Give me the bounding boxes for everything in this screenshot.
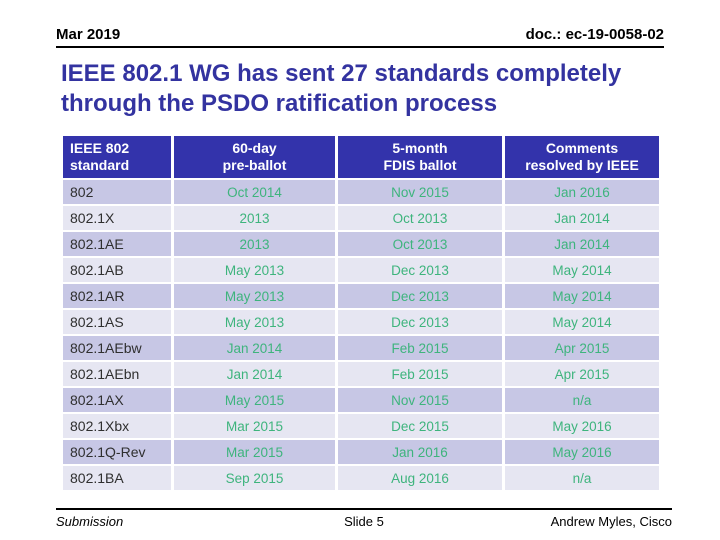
header-date: Mar 2019 xyxy=(56,26,121,43)
date-cell: Oct 2013 xyxy=(338,206,502,230)
date-cell: 2013 xyxy=(174,232,335,256)
table-row: 802.1AB May 2013 Dec 2013 May 2014 xyxy=(63,258,659,282)
table-row: 802.1AEbn Jan 2014 Feb 2015 Apr 2015 xyxy=(63,362,659,386)
date-cell: Jan 2014 xyxy=(505,206,659,230)
standard-name-cell: 802.1Q-Rev xyxy=(63,440,171,464)
date-cell: May 2015 xyxy=(174,388,335,412)
date-cell: Mar 2015 xyxy=(174,440,335,464)
standard-name-cell: 802.1AB xyxy=(63,258,171,282)
date-cell: n/a xyxy=(505,388,659,412)
date-cell: Feb 2015 xyxy=(338,362,502,386)
table-head: IEEE 802 standard 60-day pre-ballot 5-mont… xyxy=(63,136,659,178)
table-row: 802.1AE 2013 Oct 2013 Jan 2014 xyxy=(63,232,659,256)
table-row: 802.1Xbx Mar 2015 Dec 2015 May 2016 xyxy=(63,414,659,438)
slide-title-line-1: IEEE 802.1 WG has sent 27 standards comp… xyxy=(61,60,622,87)
table-row: 802.1BA Sep 2015 Aug 2016 n/a xyxy=(63,466,659,490)
column-header-1: 60-day pre-ballot xyxy=(174,136,335,178)
footer-submission: Submission xyxy=(56,514,124,529)
table-header-row: IEEE 802 standard 60-day pre-ballot 5-mont… xyxy=(63,136,659,178)
standard-name-cell: 802.1AR xyxy=(63,284,171,308)
table-body: 802 Oct 2014 Nov 2015 Jan 2016 802.1X 2013 Oct… xyxy=(63,180,659,490)
standard-name-cell: 802.1AE xyxy=(63,232,171,256)
slide-header: Mar 2019 doc.: ec-19-0058-02 xyxy=(56,26,664,48)
standard-name-cell: 802.1AEbn xyxy=(63,362,171,386)
date-cell: May 2014 xyxy=(505,258,659,282)
date-cell: Oct 2013 xyxy=(338,232,502,256)
standard-name-cell: 802.1AX xyxy=(63,388,171,412)
date-cell: 2013 xyxy=(174,206,335,230)
date-cell: May 2013 xyxy=(174,310,335,334)
date-cell: Apr 2015 xyxy=(505,336,659,360)
standard-name-cell: 802.1BA xyxy=(63,466,171,490)
standard-name-cell: 802.1AS xyxy=(63,310,171,334)
date-cell: Mar 2015 xyxy=(174,414,335,438)
table-row: 802.1AEbw Jan 2014 Feb 2015 Apr 2015 xyxy=(63,336,659,360)
table-row: 802 Oct 2014 Nov 2015 Jan 2016 xyxy=(63,180,659,204)
header-doc-number: doc.: ec-19-0058-02 xyxy=(525,26,664,43)
date-cell: Jan 2014 xyxy=(505,232,659,256)
date-cell: May 2014 xyxy=(505,284,659,308)
table-row: 802.1AR May 2013 Dec 2013 May 2014 xyxy=(63,284,659,308)
table-row: 802.1X 2013 Oct 2013 Jan 2014 xyxy=(63,206,659,230)
date-cell: Jan 2014 xyxy=(174,336,335,360)
date-cell: May 2014 xyxy=(505,310,659,334)
date-cell: Jan 2014 xyxy=(174,362,335,386)
standard-name-cell: 802.1Xbx xyxy=(63,414,171,438)
date-cell: n/a xyxy=(505,466,659,490)
standard-name-cell: 802.1X xyxy=(63,206,171,230)
date-cell: May 2013 xyxy=(174,258,335,282)
column-header-3: Comments resolved by IEEE xyxy=(505,136,659,178)
date-cell: Jan 2016 xyxy=(505,180,659,204)
date-cell: Sep 2015 xyxy=(174,466,335,490)
date-cell: Aug 2016 xyxy=(338,466,502,490)
slide-title: IEEE 802.1 WG has sent 27 standards comp… xyxy=(61,59,691,119)
footer-author: Andrew Myles, Cisco xyxy=(550,514,672,529)
table-row: 802.1AS May 2013 Dec 2013 May 2014 xyxy=(63,310,659,334)
date-cell: Feb 2015 xyxy=(338,336,502,360)
date-cell: Nov 2015 xyxy=(338,180,502,204)
date-cell: Apr 2015 xyxy=(505,362,659,386)
date-cell: Dec 2013 xyxy=(338,284,502,308)
date-cell: Dec 2013 xyxy=(338,310,502,334)
table-row: 802.1Q-Rev Mar 2015 Jan 2016 May 2016 xyxy=(63,440,659,464)
column-header-2: 5-month FDIS ballot xyxy=(338,136,502,178)
psdo-ratification-table: IEEE 802 standard 60-day pre-ballot 5-mont… xyxy=(60,134,662,492)
standard-name-cell: 802 xyxy=(63,180,171,204)
table-row: 802.1AX May 2015 Nov 2015 n/a xyxy=(63,388,659,412)
standard-name-cell: 802.1AEbw xyxy=(63,336,171,360)
date-cell: May 2013 xyxy=(174,284,335,308)
date-cell: Nov 2015 xyxy=(338,388,502,412)
date-cell: May 2016 xyxy=(505,440,659,464)
date-cell: Dec 2015 xyxy=(338,414,502,438)
date-cell: Oct 2014 xyxy=(174,180,335,204)
date-cell: Dec 2013 xyxy=(338,258,502,282)
footer-slide-number: Slide 5 xyxy=(344,514,384,529)
column-header-0: IEEE 802 standard xyxy=(63,136,171,178)
date-cell: May 2016 xyxy=(505,414,659,438)
slide-footer: Submission Slide 5 Andrew Myles, Cisco xyxy=(56,508,672,529)
slide-title-line-2: through the PSDO ratification process xyxy=(61,90,498,117)
date-cell: Jan 2016 xyxy=(338,440,502,464)
